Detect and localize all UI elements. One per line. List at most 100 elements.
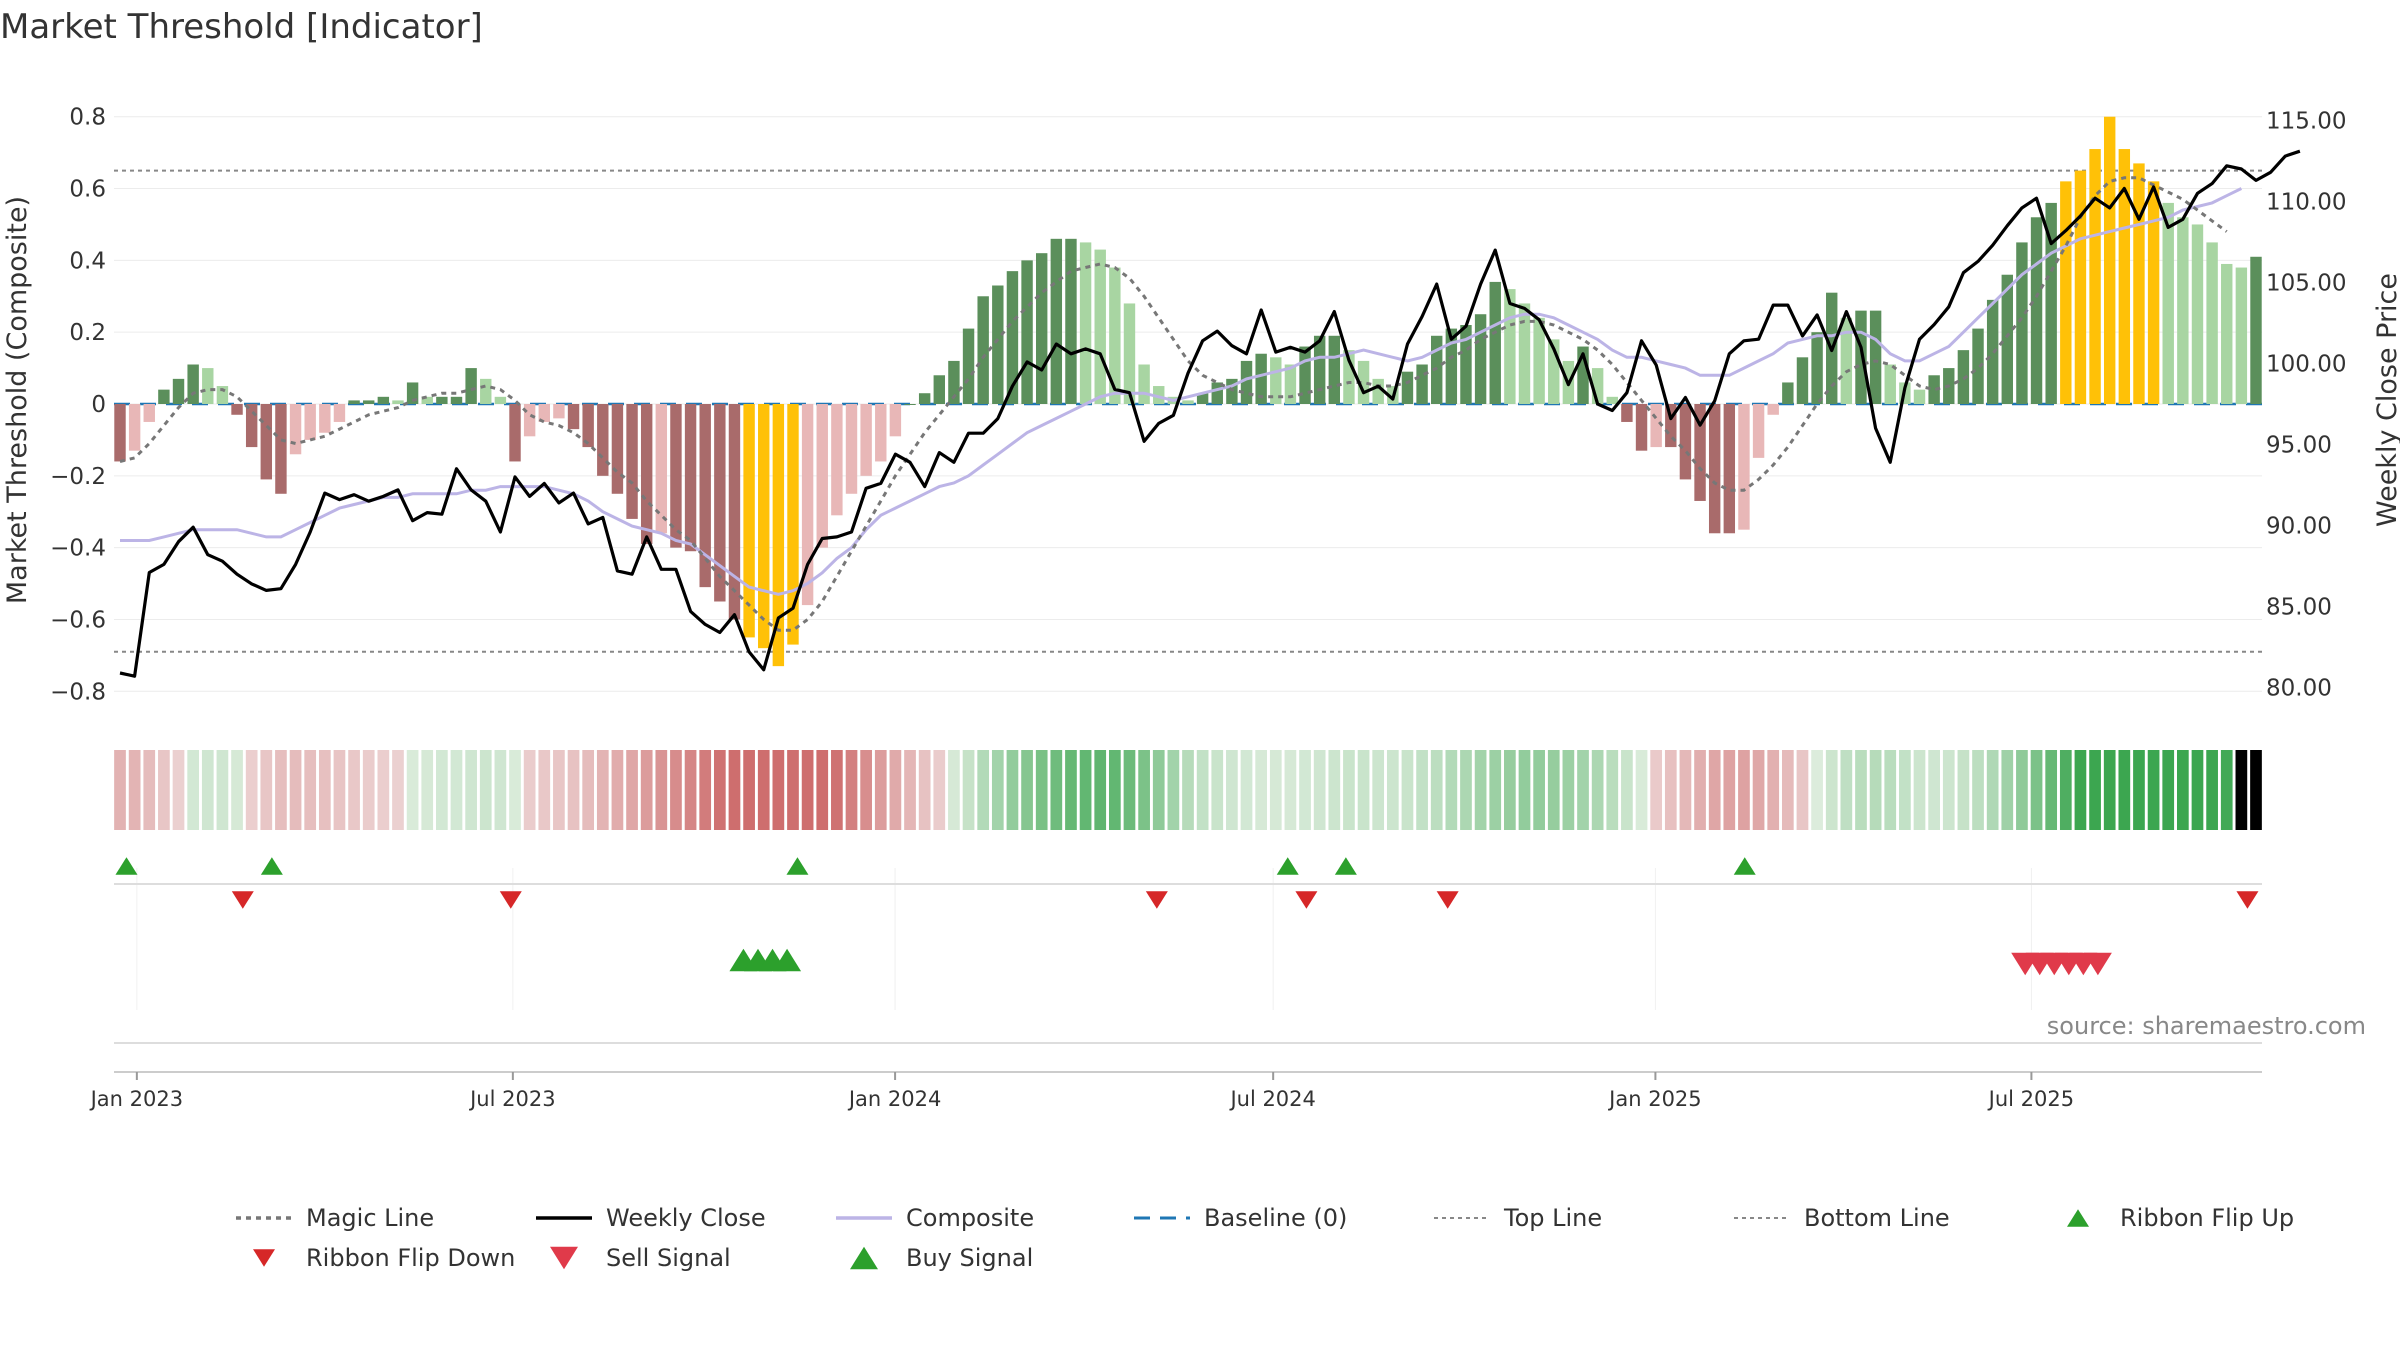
ribbon-segment — [1035, 750, 1048, 830]
ribbon-segment — [231, 750, 243, 830]
composite-bar — [699, 404, 711, 588]
composite-bar — [962, 328, 975, 404]
composite-bar — [1533, 317, 1545, 404]
ribbon-segment — [743, 750, 755, 830]
ribbon-segment — [801, 750, 814, 830]
composite-bar — [1035, 253, 1048, 404]
ribbon-flip-up-marker — [1334, 857, 1357, 875]
ribbon-segment — [1357, 750, 1370, 830]
composite-bar — [494, 396, 507, 404]
composite-bar — [1343, 350, 1355, 404]
ribbon-segment — [787, 750, 799, 830]
ribbon-segment — [1679, 750, 1692, 830]
composite-bar — [172, 378, 185, 404]
ribbon-segment — [1577, 750, 1589, 830]
y-tick-label: 0.2 — [69, 320, 106, 346]
ribbon-segment — [2206, 750, 2218, 830]
composite-bar — [1226, 378, 1238, 404]
legend-label: Magic Line — [306, 1204, 434, 1232]
ribbon-segment — [1606, 750, 1619, 830]
ribbon-segment — [2059, 750, 2072, 830]
composite-bar — [245, 404, 258, 448]
composite-bar — [2030, 217, 2043, 404]
ribbon-segment — [245, 750, 258, 830]
legend-label: Buy Signal — [906, 1244, 1033, 1272]
composite-bar — [1431, 335, 1443, 404]
composite-bar — [1123, 303, 1136, 404]
composite-bar — [260, 404, 273, 480]
right-axis-ticks: 115.00 110.00 105.00 100.00 95.00 90.00 85.00 8… — [2266, 108, 2346, 701]
composite-bar — [1621, 404, 1633, 422]
ribbon-segment — [1547, 750, 1560, 830]
composite-bar — [1270, 357, 1282, 404]
ribbon-segment — [1621, 750, 1633, 830]
composite-bar — [465, 368, 477, 404]
composite-bar — [114, 404, 126, 462]
ribbon-segment — [567, 750, 580, 830]
composite-bar — [1708, 404, 1721, 534]
legend-label: Baseline (0) — [1204, 1204, 1347, 1232]
ribbon-segment — [772, 750, 785, 830]
ribbon-segment — [1401, 750, 1414, 830]
composite-bar — [1196, 393, 1209, 404]
legend-item: Magic Line — [236, 1204, 434, 1232]
legend-item: Ribbon Flip Down — [253, 1244, 515, 1272]
y2-tick-label: 110.00 — [2266, 189, 2346, 215]
composite-bar — [1635, 404, 1648, 451]
ribbon-segment — [2133, 750, 2145, 830]
legend-item: Baseline (0) — [1134, 1204, 1347, 1232]
ribbon-segment — [670, 750, 682, 830]
composite-bar — [1372, 378, 1384, 404]
ribbon-flip-down-marker — [1436, 891, 1459, 909]
ribbon-segment — [1372, 750, 1385, 830]
composite-bar — [1548, 339, 1560, 404]
legend-swatch — [2067, 1209, 2089, 1227]
composite-bar — [992, 285, 1004, 404]
ribbon-segment — [933, 750, 946, 830]
ribbon-segment — [874, 750, 887, 830]
composite-bar — [611, 404, 624, 494]
ribbon-flip-down-marker — [2236, 891, 2259, 909]
ribbon-segment — [494, 750, 507, 830]
composite-bar — [2074, 170, 2087, 404]
sell-signal-marker — [2083, 952, 2112, 976]
ribbon-segment — [1664, 750, 1677, 830]
composite-bar — [1153, 386, 1165, 404]
ribbon-segment — [1957, 750, 1970, 830]
y2-tick-label: 105.00 — [2266, 270, 2346, 296]
composite-bar — [1577, 346, 1589, 404]
composite-bar — [2206, 242, 2218, 404]
ribbon-segment — [1796, 750, 1809, 830]
composite-bar — [1328, 335, 1341, 404]
legend: Magic Line Weekly Close Composite Baseline … — [236, 1204, 2294, 1272]
composite-bar — [904, 404, 916, 405]
ribbon-segment — [1533, 750, 1545, 830]
ribbon-segment — [1460, 750, 1472, 830]
composite-bar — [1665, 404, 1677, 448]
composite-bar — [275, 404, 287, 494]
composite-bar — [1138, 364, 1150, 404]
ribbon-segment — [304, 750, 317, 830]
composite-bar — [1913, 389, 1926, 404]
ribbon-segment — [406, 750, 419, 830]
composite-bar — [1738, 404, 1750, 530]
composite-bar — [1723, 404, 1736, 534]
composite-bar — [1240, 360, 1253, 404]
ribbon-segment — [889, 750, 902, 830]
composite-bar — [2147, 181, 2160, 404]
series-lines — [119, 149, 2301, 678]
ribbon-segment — [187, 750, 200, 830]
ribbon-segment — [362, 750, 375, 830]
ribbon-segment — [1694, 750, 1706, 830]
composite-bar — [977, 296, 989, 404]
ribbon-segment — [1781, 750, 1794, 830]
ribbon-flip-down-marker — [1145, 891, 1168, 909]
legend-swatch — [550, 1246, 578, 1270]
ribbon-segment — [1255, 750, 1268, 830]
ribbon-segment — [655, 750, 668, 830]
ribbon-segment — [348, 750, 360, 830]
ribbon-segment — [2235, 750, 2248, 830]
composite-bar — [1094, 249, 1106, 404]
ribbon-segment — [1591, 750, 1604, 830]
ribbon-segment — [1562, 750, 1575, 830]
